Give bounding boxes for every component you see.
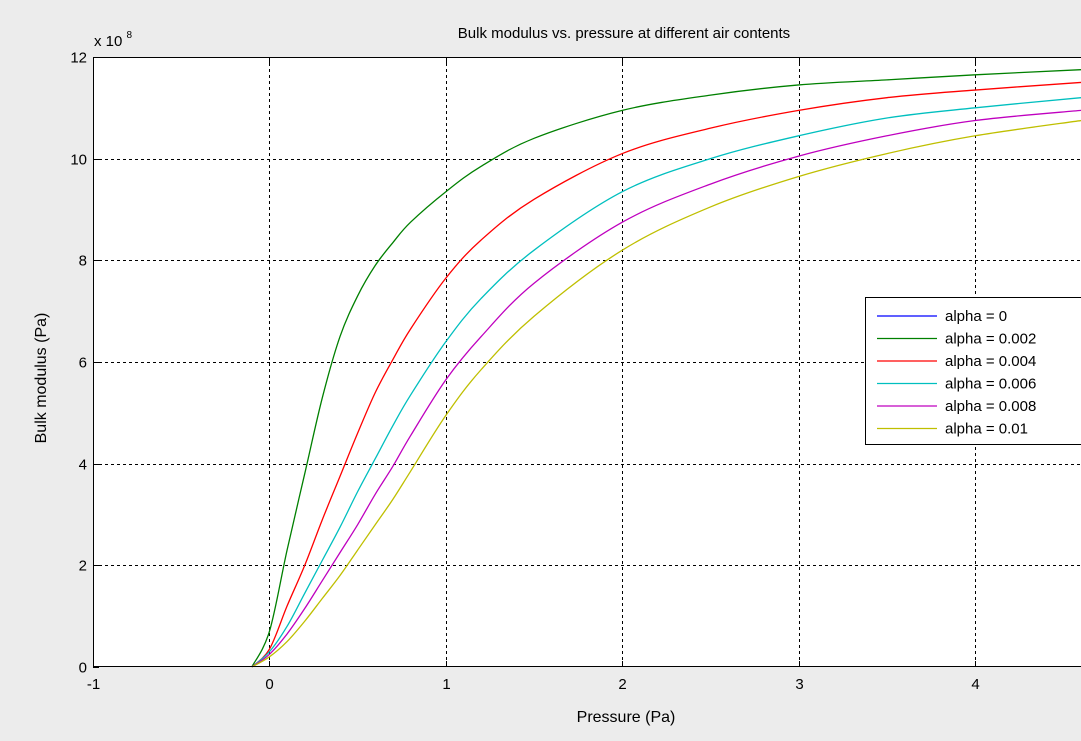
legend-entry: alpha = 0 [945, 308, 1007, 325]
series-layer [251, 69, 1081, 668]
y-tick-label: 2 [79, 558, 87, 575]
y-exponent-label: x 10 8 [94, 30, 133, 50]
x-tick-label: 0 [265, 676, 273, 693]
series-line-2 [251, 81, 1081, 668]
x-tick-label: 3 [795, 676, 803, 693]
series-line-5 [251, 119, 1081, 668]
legend: alpha = 0 alpha = 0.002 alpha = 0.004 alpha… [865, 297, 1081, 445]
y-tick-label: 4 [79, 457, 87, 474]
x-tick-label: -1 [87, 676, 100, 693]
series-line-1 [251, 69, 1081, 668]
y-tick-label: 0 [79, 660, 87, 677]
legend-entry: alpha = 0.004 [945, 353, 1036, 370]
x-axis-label: Pressure (Pa) [577, 709, 676, 726]
y-tick-label: 8 [79, 253, 87, 270]
series-line-3 [251, 97, 1081, 668]
legend-box [865, 297, 1081, 445]
x-tick-label: 4 [971, 676, 979, 693]
legend-entry: alpha = 0.01 [945, 421, 1028, 438]
legend-entry: alpha = 0.006 [945, 376, 1036, 393]
y-exponent-prefix: x 10 [94, 33, 122, 50]
x-tick-label: 1 [442, 676, 450, 693]
y-tick-label: 12 [70, 50, 87, 67]
legend-entry: alpha = 0.002 [945, 331, 1036, 348]
x-tick-label: 2 [618, 676, 626, 693]
legend-entry: alpha = 0.008 [945, 398, 1036, 415]
y-exponent-power: 8 [127, 30, 133, 41]
chart-title: Bulk modulus vs. pressure at different a… [458, 25, 790, 42]
series-line-4 [251, 109, 1081, 668]
y-axis-label: Bulk modulus (Pa) [33, 313, 50, 444]
y-tick-label: 10 [70, 152, 87, 169]
y-tick-label: 6 [79, 355, 87, 372]
